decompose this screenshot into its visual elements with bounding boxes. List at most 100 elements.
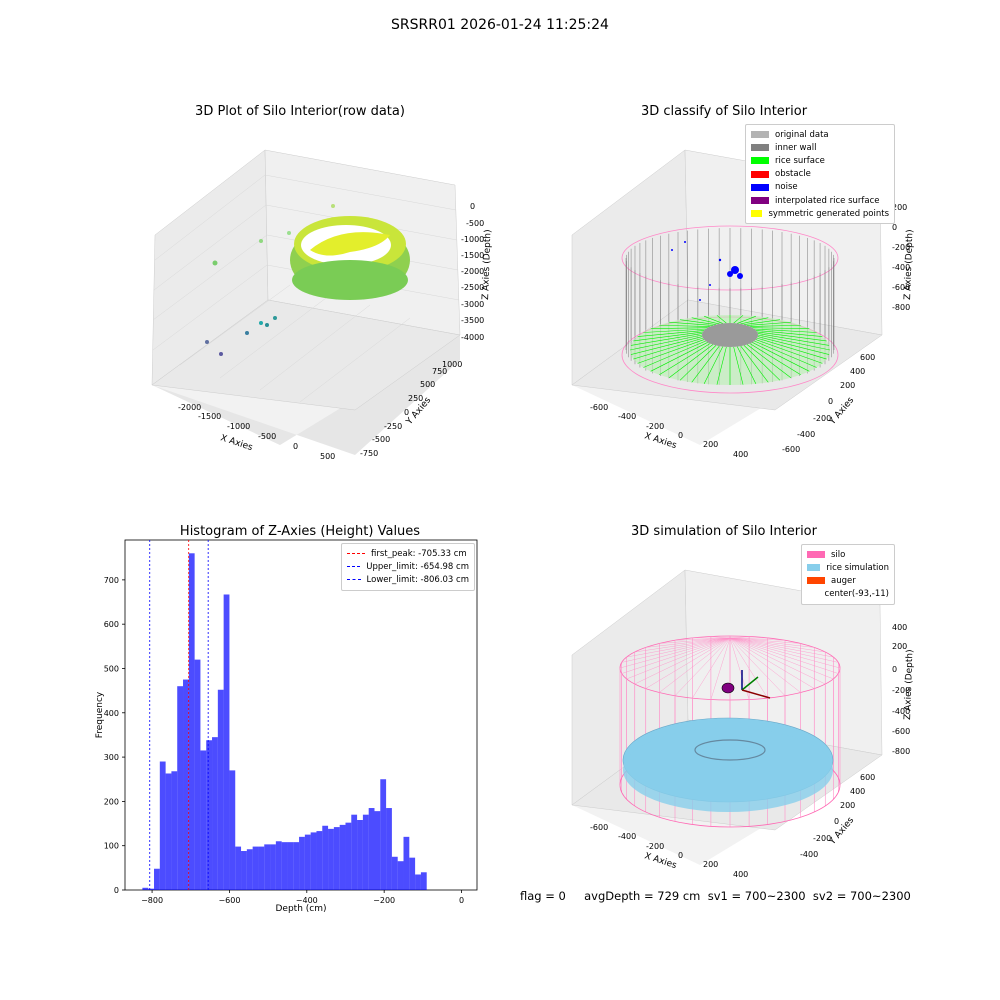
svg-text:400: 400	[850, 367, 865, 376]
histogram-bar	[165, 773, 172, 890]
svg-text:-1500: -1500	[198, 412, 221, 421]
histogram-bar	[409, 857, 416, 890]
histogram-y-tick-label: 400	[104, 709, 119, 718]
legend-item: rice surface	[751, 154, 889, 167]
histogram-y-axis-label: Frequency	[95, 691, 105, 738]
legend-item: Upper_limit: -654.98 cm	[347, 560, 469, 573]
svg-text:400: 400	[733, 450, 748, 459]
histogram-title: Histogram of Z-Axies (Height) Values	[179, 524, 421, 539]
histogram-bar	[217, 689, 224, 890]
svg-text:-200: -200	[646, 842, 664, 851]
histogram-bar	[415, 874, 421, 890]
histogram-bar	[154, 868, 160, 890]
svg-text:0: 0	[828, 397, 833, 406]
classify-plot-title: 3D classify of Silo Interior	[640, 104, 808, 119]
histogram-bar	[310, 832, 317, 890]
raw-outlier-points	[205, 204, 335, 356]
histogram-y-tick-label: 600	[104, 620, 119, 629]
raw-3d-plot: -2000 -1500 -1000 -500 0 500 X Axies -75…	[151, 149, 493, 461]
histogram-legend: first_peak: -705.33 cm Upper_limit: -654…	[341, 543, 475, 591]
histogram-bar	[380, 779, 387, 890]
svg-text:750: 750	[432, 367, 447, 376]
histogram-bar	[183, 679, 189, 890]
histogram-bar	[333, 827, 340, 890]
legend-item: obstacle	[751, 168, 889, 181]
histogram-bar	[299, 836, 305, 890]
svg-text:200: 200	[892, 642, 907, 651]
histogram-bar	[171, 771, 178, 890]
svg-text:-200: -200	[892, 686, 910, 695]
auger-marker	[721, 682, 735, 694]
svg-text:400: 400	[733, 870, 748, 879]
svg-text:-500: -500	[466, 219, 484, 228]
svg-text:200: 200	[840, 801, 855, 810]
svg-text:200: 200	[703, 440, 718, 449]
svg-text:0: 0	[678, 431, 683, 440]
svg-text:-3500: -3500	[461, 316, 484, 325]
raw-x-axis-label: X Axies	[219, 433, 254, 453]
histogram-bar	[188, 553, 195, 890]
histogram-bar	[275, 841, 282, 890]
histogram-bar	[362, 814, 369, 890]
histogram-x-tick-label: −400	[296, 896, 318, 905]
legend-item: silo	[807, 548, 889, 561]
svg-text:0: 0	[892, 223, 897, 232]
histogram-x-tick-label: −200	[373, 896, 395, 905]
figure-title: SRSRR01 2026-01-24 11:25:24	[391, 17, 609, 33]
histogram-bar	[322, 825, 329, 890]
histogram-bar	[316, 831, 323, 890]
histogram-bar	[206, 740, 213, 890]
histogram-bar	[159, 761, 166, 890]
histogram-bar	[304, 834, 311, 890]
legend-item: interpolated rice surface	[751, 194, 889, 207]
svg-text:-400: -400	[892, 707, 910, 716]
legend-item: symmetric generated points	[751, 207, 889, 220]
classify-z-axis-label: Z Axies (Depth)	[903, 229, 915, 300]
svg-text:-400: -400	[797, 430, 815, 439]
histogram-bar	[345, 822, 352, 890]
simulation-x-axis-label: X Axies	[643, 851, 678, 871]
legend-item: center(-93,-11)	[824, 589, 889, 600]
histogram-bar	[368, 808, 375, 890]
svg-text:-4000: -4000	[461, 333, 484, 342]
svg-text:0: 0	[834, 817, 839, 826]
histogram-bar	[281, 842, 288, 890]
svg-text:-3000: -3000	[461, 300, 484, 309]
legend-item: inner wall	[751, 141, 889, 154]
legend-item: Lower_limit: -806.03 cm	[347, 573, 469, 586]
svg-text:-2500: -2500	[461, 283, 484, 292]
simulation-y-axis-label: Y Axies	[827, 815, 856, 847]
svg-text:-200: -200	[813, 834, 831, 843]
histogram-bar	[241, 851, 247, 890]
svg-text:-600: -600	[892, 283, 910, 292]
histogram-x-tick-label: 0	[459, 896, 464, 905]
svg-text:-800: -800	[892, 747, 910, 756]
svg-text:-600: -600	[590, 403, 608, 412]
svg-text:-400: -400	[800, 850, 818, 859]
histogram-bar	[374, 811, 381, 890]
histogram-bar	[357, 820, 363, 890]
histogram-bar	[287, 842, 294, 890]
svg-text:-200: -200	[892, 243, 910, 252]
histogram-y-tick-label: 500	[104, 664, 119, 673]
histogram-y-tick-label: 100	[104, 842, 119, 851]
svg-text:600: 600	[860, 353, 875, 362]
simulation-plot-title: 3D simulation of Silo Interior	[631, 524, 817, 539]
legend-item: rice simulation	[807, 561, 889, 574]
histogram-bar	[229, 770, 236, 890]
histogram-bar	[194, 659, 201, 890]
svg-text:500: 500	[420, 380, 435, 389]
histogram-bar	[351, 814, 358, 890]
svg-text:0: 0	[892, 665, 897, 674]
svg-text:-500: -500	[372, 435, 390, 444]
svg-text:-400: -400	[618, 832, 636, 841]
histogram-bar	[397, 861, 404, 890]
svg-text:-250: -250	[384, 422, 402, 431]
svg-text:-1000: -1000	[461, 235, 484, 244]
histogram-bar	[403, 836, 410, 890]
svg-text:-400: -400	[892, 263, 910, 272]
histogram-bar	[200, 750, 207, 890]
svg-text:200: 200	[892, 203, 907, 212]
svg-text:-400: -400	[618, 412, 636, 421]
legend-item: first_peak: -705.33 cm	[347, 547, 469, 560]
